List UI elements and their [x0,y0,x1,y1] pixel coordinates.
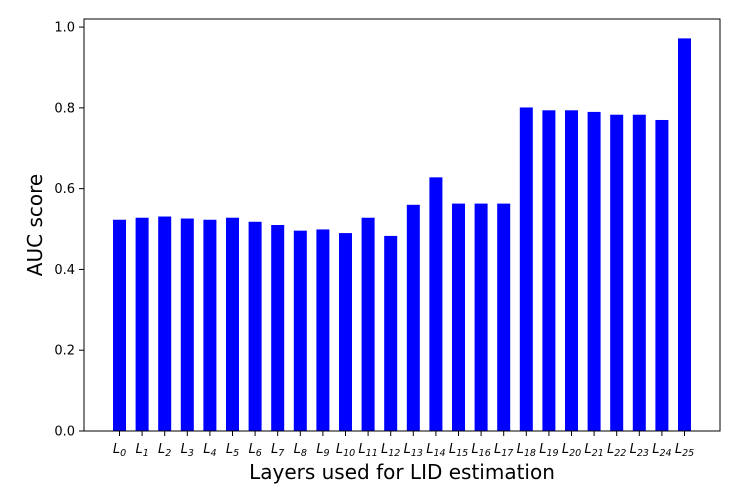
x-tick-label: L18 [517,442,536,459]
x-tick-label: L19 [539,442,558,459]
x-tick-label: L5 [226,442,239,459]
bar-L11 [361,217,375,431]
x-axis-title: Layers used for LID estimation [249,460,555,484]
x-tick-label: L22 [607,442,626,459]
bar-L14 [429,177,443,431]
x-tick-label: L25 [675,442,694,459]
x-tick-label: L6 [248,442,261,459]
x-tick-label: L11 [358,442,377,459]
bar-L10 [339,233,352,431]
bar-L20 [565,110,578,431]
bar-L7 [271,225,285,431]
bar-L21 [587,111,601,432]
bar-L13 [406,204,420,431]
x-tick-label: L0 [113,442,126,459]
x-axis: L0 L1 L2 L3 L4 L5 L6 L7 L8 L9 L10 L11 L12 L13 L14 L15 L1… [113,431,694,459]
y-tick-label: 0.6 [54,182,75,197]
y-axis-title: AUC score [23,174,47,276]
bar-L23 [632,114,646,431]
x-tick-label: L4 [203,442,216,459]
x-tick-label: L20 [562,442,581,459]
y-tick-label: 1.0 [54,21,75,36]
plot-frame [83,18,721,432]
x-tick-label: L12 [381,442,400,459]
bars-group [113,38,691,432]
x-tick-label: L9 [316,442,329,459]
y-tick-label: 0.4 [54,263,75,278]
x-tick-label: L15 [449,442,468,459]
bar-L4 [203,219,217,431]
bar-L5 [226,217,239,431]
bar-L8 [293,230,307,431]
bar-L17 [497,203,511,431]
y-axis: 0.0 0.2 0.4 0.6 0.8 1.0 [54,21,84,440]
bar-L16 [474,203,488,431]
x-tick-label: L13 [404,442,423,459]
bar-L22 [610,114,624,431]
x-tick-label: L14 [426,442,445,459]
x-tick-label: L8 [294,442,307,459]
bar-L15 [452,203,465,431]
bar-L25 [678,38,691,431]
bar-L24 [655,119,669,431]
x-tick-label: L16 [471,442,490,459]
x-tick-label: L21 [584,442,603,459]
x-tick-label: L23 [630,442,649,459]
x-tick-label: L1 [135,442,148,459]
x-tick-label: L10 [336,442,355,459]
bar-L9 [316,229,330,431]
x-tick-label: L17 [494,442,513,459]
bar-L3 [180,218,194,431]
y-tick-label: 0.2 [54,344,75,359]
bar-L12 [384,235,398,431]
x-tick-label: L2 [158,442,171,459]
y-tick-label: 0.0 [54,425,75,440]
bar-L18 [519,107,533,432]
x-tick-label: L24 [652,442,671,459]
bar-L2 [158,216,172,431]
y-tick-label: 0.8 [54,101,75,116]
bar-L0 [113,219,126,431]
bar-L19 [542,110,556,431]
x-tick-label: L7 [271,442,284,459]
bar-L1 [135,217,149,431]
bar-L6 [248,221,262,431]
x-tick-label: L3 [181,442,194,459]
